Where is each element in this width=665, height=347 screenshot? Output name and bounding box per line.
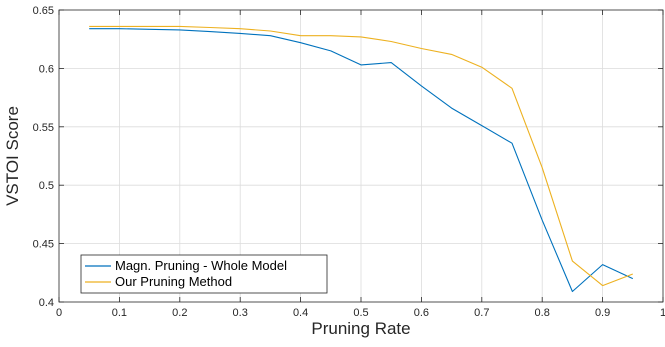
y-axis-title: VSTOI Score <box>3 106 22 206</box>
x-tick-label: 0.5 <box>353 307 368 319</box>
legend-label-our-method: Our Pruning Method <box>115 274 232 289</box>
legend: Magn. Pruning - Whole Model Our Pruning … <box>80 254 328 294</box>
x-tick-label: 1 <box>660 307 665 319</box>
series-layer <box>89 25 634 293</box>
grid <box>59 10 663 302</box>
x-axis-title: Pruning Rate <box>311 319 410 338</box>
legend-label-magn-pruning: Magn. Pruning - Whole Model <box>115 258 287 273</box>
x-tick-labels: 0 0.1 0.2 0.3 0.4 0.5 0.6 0.7 0.8 0.9 1 <box>56 307 665 319</box>
x-tick-label: 0.7 <box>474 307 489 319</box>
x-tick-label: 0.6 <box>414 307 429 319</box>
x-tick-label: 0.8 <box>535 307 550 319</box>
x-tick-label: 0.4 <box>293 307 308 319</box>
y-tick-label: 0.4 <box>39 297 54 309</box>
series-line-0 <box>89 28 634 293</box>
y-tick-label: 0.5 <box>39 180 54 192</box>
y-tick-label: 0.6 <box>39 63 54 75</box>
x-tick-label: 0.2 <box>172 307 187 319</box>
series-line-1 <box>89 25 633 287</box>
legend-box <box>80 254 328 294</box>
y-tick-labels: 0.4 0.45 0.5 0.55 0.6 0.65 <box>33 5 54 309</box>
x-tick-label: 0.1 <box>112 307 127 319</box>
x-tick-label: 0.3 <box>233 307 248 319</box>
x-tick-label: 0.9 <box>595 307 610 319</box>
ticks <box>58 9 664 303</box>
x-tick-label: 0 <box>56 307 62 319</box>
y-tick-label: 0.55 <box>33 122 54 134</box>
y-tick-label: 0.45 <box>33 239 54 251</box>
y-tick-label: 0.65 <box>33 5 54 17</box>
